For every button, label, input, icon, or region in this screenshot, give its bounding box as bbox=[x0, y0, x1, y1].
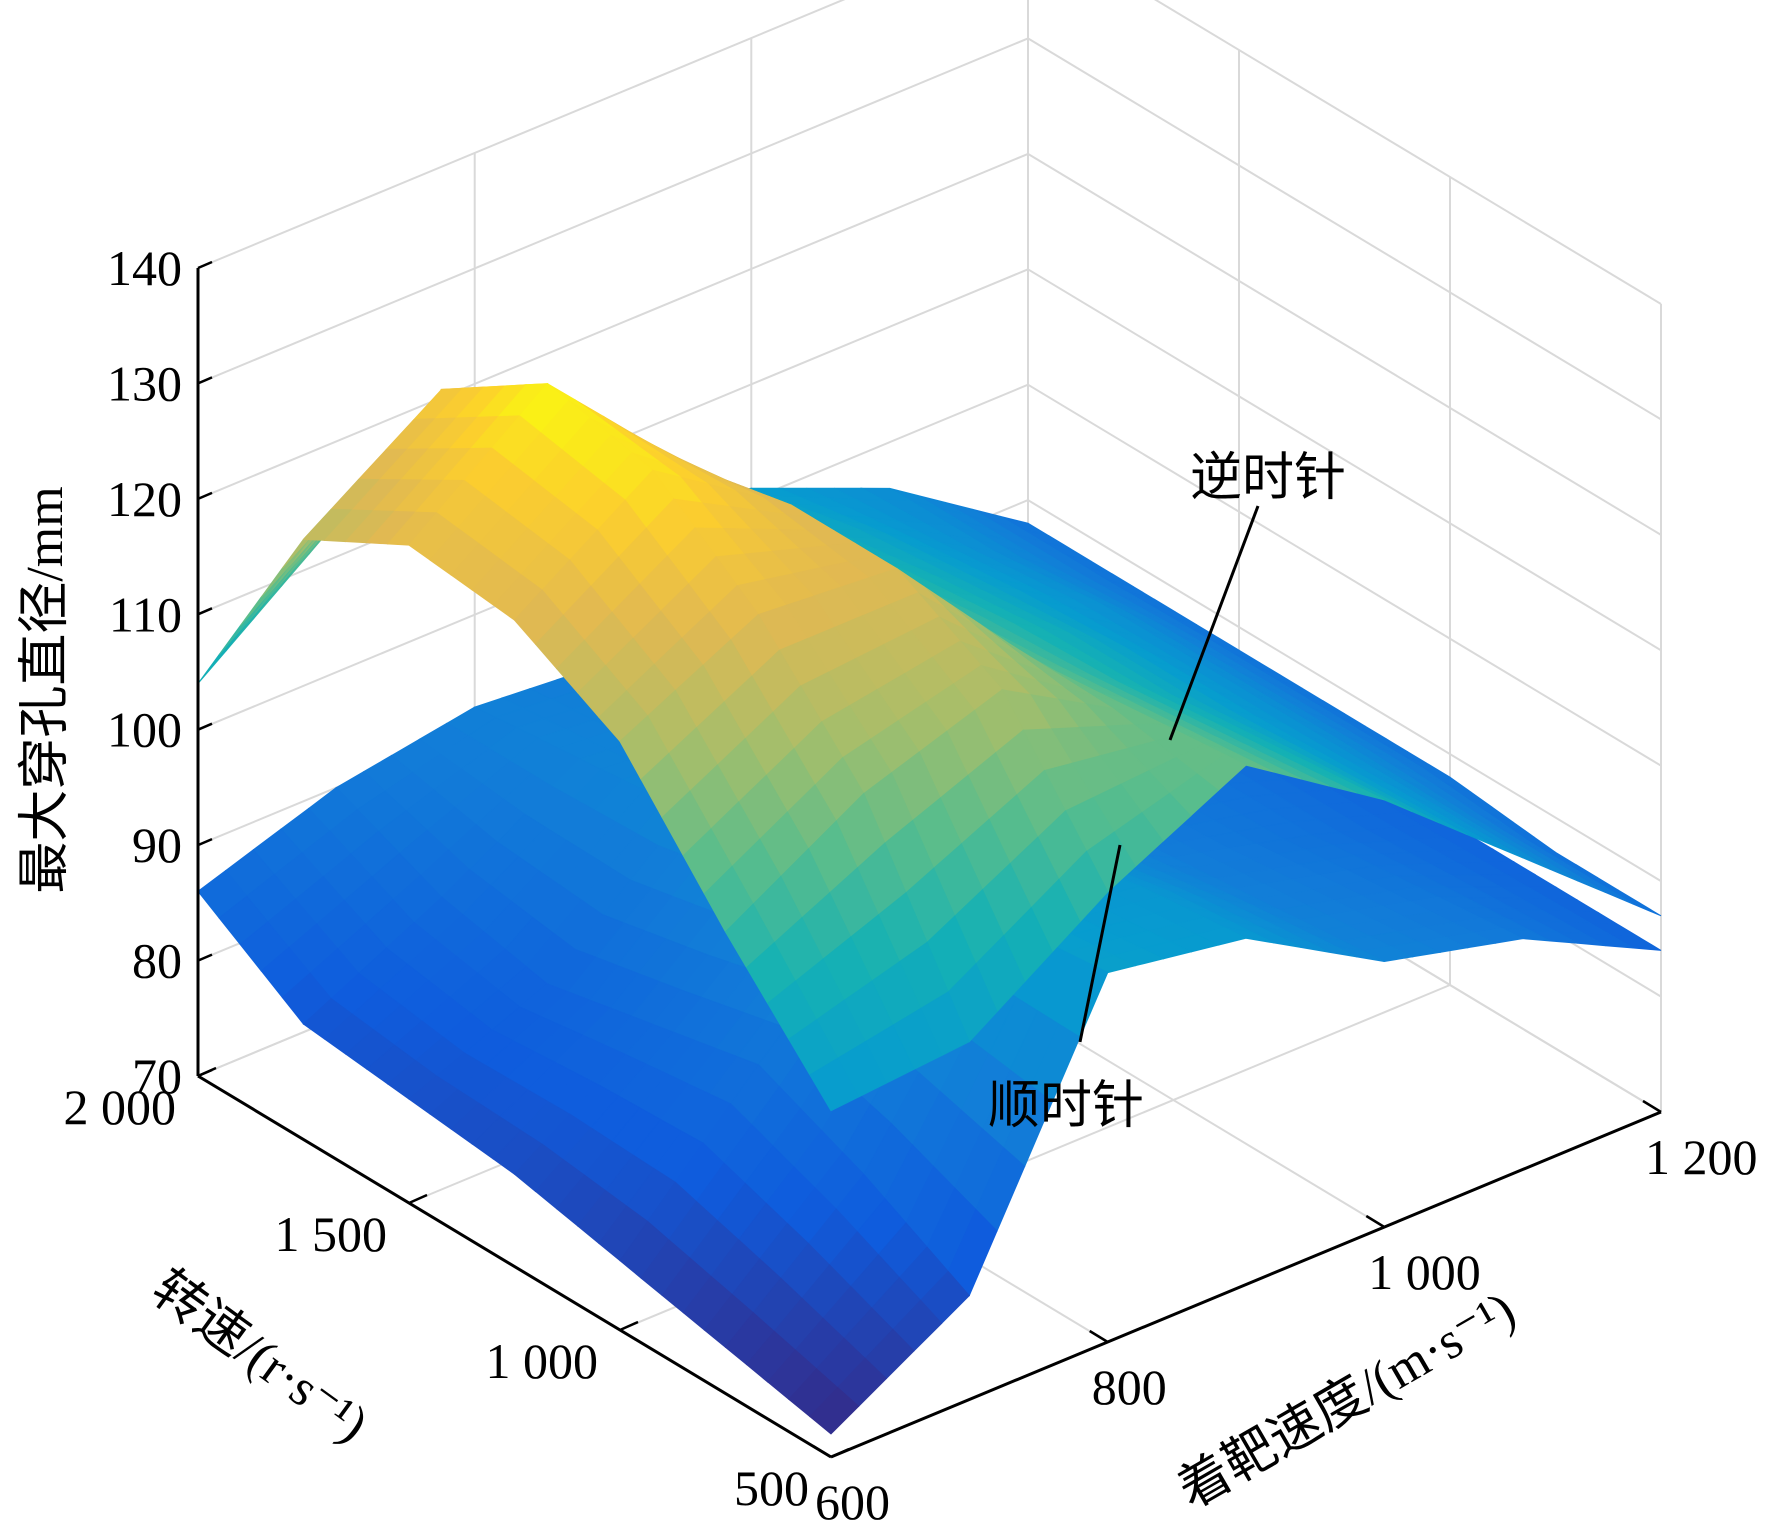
surface-patch bbox=[239, 565, 290, 627]
back-wall-grid-line bbox=[197, 37, 1029, 385]
z-tick-label: 100 bbox=[107, 702, 182, 758]
side-wall-grid-line bbox=[1027, 37, 1662, 421]
surface-patch bbox=[1590, 878, 1641, 904]
z-tick-label: 130 bbox=[107, 355, 182, 411]
x-tick-mark bbox=[1365, 1214, 1385, 1229]
z-tick-mark bbox=[197, 607, 213, 616]
surface-patch bbox=[1563, 866, 1613, 892]
y-tick-mark bbox=[830, 1447, 850, 1459]
back-wall-grid-line bbox=[197, 0, 846, 269]
side-wall-grid-line bbox=[1027, 499, 1662, 882]
y-tick-mark bbox=[408, 1193, 428, 1205]
surface-patch bbox=[809, 1057, 860, 1112]
z-tick-mark bbox=[197, 491, 213, 501]
x-tick-label: 1 000 bbox=[1368, 1244, 1481, 1300]
x-tick-mark bbox=[1642, 1099, 1662, 1114]
x-tick-mark bbox=[812, 1444, 832, 1459]
z-axis-label: 最大穿孔直径/mm bbox=[17, 486, 74, 893]
z-tick-label: 90 bbox=[132, 817, 182, 873]
z-tick-mark bbox=[197, 722, 213, 731]
y-tick-label: 1 500 bbox=[275, 1206, 388, 1262]
z-tick-mark bbox=[197, 837, 213, 847]
y-axis-line bbox=[197, 1074, 832, 1459]
side-wall-grid-line bbox=[1027, 268, 1662, 652]
z-tick-label: 110 bbox=[109, 586, 182, 642]
z-tick-mark bbox=[197, 953, 213, 962]
surface-plot bbox=[197, 383, 1662, 1435]
surface-patch bbox=[1584, 879, 1634, 905]
y-tick-label: 500 bbox=[734, 1460, 809, 1516]
y-tick-label: 2 000 bbox=[64, 1079, 177, 1135]
z-tick-label: 70 bbox=[132, 1048, 182, 1104]
annotation-label-ccw: 逆时针 bbox=[1190, 450, 1346, 507]
back-wall-grid-line bbox=[197, 152, 1029, 500]
x-tick-mark bbox=[1089, 1329, 1109, 1344]
side-wall-grid-line bbox=[1027, 383, 1662, 767]
y-tick-mark bbox=[619, 1320, 639, 1332]
axes: 70 80 90 100 110 120 130 140 500 1 000 1 500 2 000 6… bbox=[64, 240, 1758, 1520]
y-tick-mark bbox=[197, 1066, 217, 1078]
side-wall-grid-line bbox=[1153, 0, 1662, 305]
y-tick-label: 1 000 bbox=[486, 1333, 599, 1389]
annotation-label-cw: 顺时针 bbox=[988, 1078, 1144, 1135]
x-tick-label: 1 200 bbox=[1645, 1129, 1758, 1185]
z-tick-mark bbox=[197, 260, 213, 270]
z-tick-label: 80 bbox=[132, 933, 182, 989]
x-tick-label: 600 bbox=[815, 1474, 890, 1520]
annotation-leader-ccw bbox=[1168, 505, 1260, 741]
surface-patch bbox=[1611, 891, 1662, 917]
surface-patch bbox=[260, 537, 311, 598]
side-wall-grid-line bbox=[1027, 153, 1662, 536]
x-tick-label: 800 bbox=[1092, 1359, 1167, 1415]
annotation-leader-cw bbox=[1078, 844, 1122, 1043]
z-tick-label: 120 bbox=[107, 471, 182, 527]
z-tick-mark bbox=[197, 376, 213, 385]
x-axis-line bbox=[830, 1110, 1662, 1459]
z-tick-label: 140 bbox=[107, 240, 182, 296]
y-axis-label: 转速/(r·s⁻¹) bbox=[141, 1260, 378, 1454]
x-axis-label: 着靶速度/(m·s⁻¹) bbox=[1169, 1281, 1525, 1519]
surface-patch bbox=[809, 1386, 860, 1435]
